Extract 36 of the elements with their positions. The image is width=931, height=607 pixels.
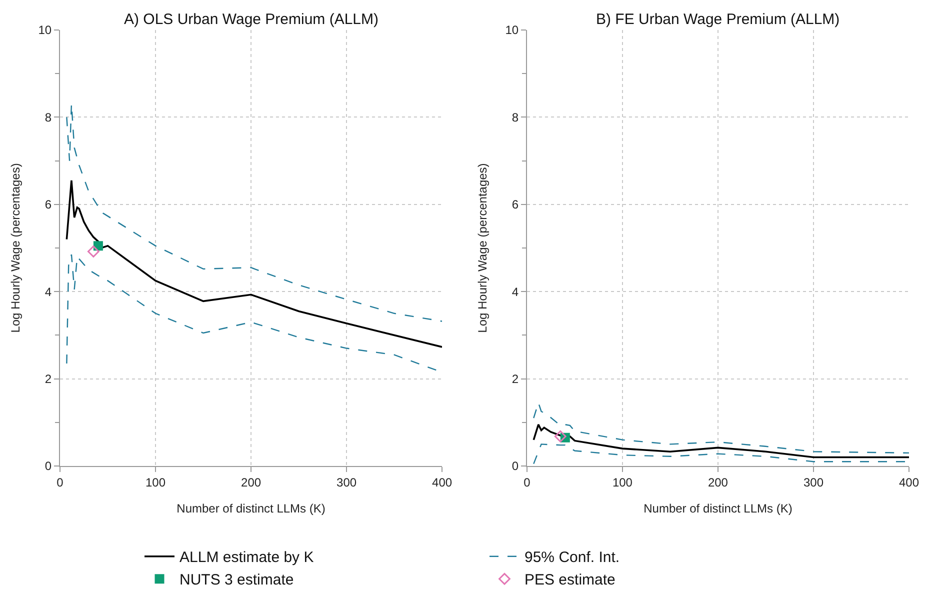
y-axis-title: Log Hourly Wage (percentages) bbox=[8, 163, 23, 333]
y-tick-label: 4 bbox=[512, 284, 519, 299]
x-tick-label: 100 bbox=[145, 475, 166, 490]
line-series bbox=[66, 180, 442, 348]
y-tick-label: 0 bbox=[44, 459, 52, 474]
y-tick-label: 4 bbox=[44, 284, 52, 299]
y-tick-label: 2 bbox=[44, 372, 52, 386]
line-series bbox=[66, 104, 442, 322]
x-tick-label: 400 bbox=[432, 475, 452, 490]
x-tick-label: 300 bbox=[336, 475, 357, 490]
y-tick-label: 8 bbox=[512, 110, 519, 124]
y-tick-label: 6 bbox=[512, 198, 519, 212]
y-axis-title: Log Hourly Wage (percentages) bbox=[475, 163, 490, 333]
x-tick-label: 0 bbox=[56, 475, 64, 490]
x-axis-title: Number of distinct LLMs (K) bbox=[176, 501, 326, 516]
x-tick-label: 300 bbox=[803, 475, 824, 490]
legend-label: NUTS 3 estimate bbox=[180, 572, 294, 589]
x-tick-label: 200 bbox=[241, 475, 262, 490]
x-tick-label: 0 bbox=[524, 475, 531, 490]
x-tick-label: 100 bbox=[612, 475, 633, 490]
chart-title: A) OLS Urban Wage Premium (ALLM) bbox=[124, 11, 379, 28]
y-tick-label: 10 bbox=[38, 23, 52, 38]
x-tick-label: 200 bbox=[708, 475, 728, 490]
legend-label: ALLM estimate by K bbox=[180, 549, 314, 566]
line-series bbox=[533, 402, 909, 454]
y-tick-label: 10 bbox=[505, 23, 519, 38]
legend-label: 95% Conf. Int. bbox=[524, 549, 620, 566]
legend-label: PES estimate bbox=[524, 572, 616, 589]
x-tick-label: 400 bbox=[898, 475, 920, 490]
x-axis-title: Number of distinct LLMs (K) bbox=[644, 501, 792, 516]
line-series bbox=[532, 424, 909, 458]
y-tick-label: 2 bbox=[512, 372, 519, 386]
chart-title: B) FE Urban Wage Premium (ALLM) bbox=[596, 11, 840, 28]
y-tick-label: 8 bbox=[44, 110, 52, 124]
y-tick-label: 6 bbox=[44, 198, 52, 212]
y-tick-label: 0 bbox=[512, 459, 519, 474]
